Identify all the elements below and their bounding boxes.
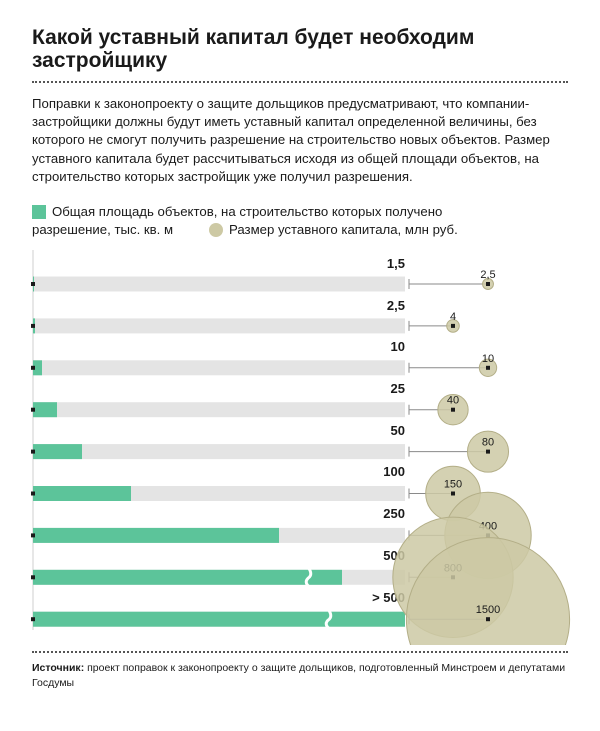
capital-label: 1500 xyxy=(476,604,500,616)
legend-area-swatch xyxy=(32,205,46,219)
category-label: 250 xyxy=(383,506,405,521)
legend-area-label-2: разрешение, тыс. кв. м xyxy=(32,222,174,237)
capital-label: 2,5 xyxy=(480,269,495,281)
bubble-center-dot xyxy=(486,365,490,370)
row-tick xyxy=(31,491,35,496)
title-divider xyxy=(32,81,568,83)
category-label: 100 xyxy=(383,464,405,479)
area-bar xyxy=(33,402,57,418)
area-bar xyxy=(33,444,82,460)
row-tick xyxy=(31,365,35,370)
row-tick xyxy=(31,617,35,622)
row-tick xyxy=(31,575,35,580)
capital-label: 10 xyxy=(482,353,494,365)
source-divider xyxy=(32,651,568,653)
bar-track xyxy=(33,360,405,376)
bubble-center-dot xyxy=(486,449,490,454)
chart-title: Какой уставный капитал будет необходим з… xyxy=(32,26,475,72)
row-tick xyxy=(31,282,35,286)
bar-track xyxy=(33,318,405,334)
category-label: 1,5 xyxy=(387,256,405,271)
source-text: проект поправок к законопроекту о защите… xyxy=(32,662,566,689)
row-tick xyxy=(31,407,35,412)
category-label: 50 xyxy=(391,423,405,438)
legend-capital-swatch xyxy=(209,223,223,237)
row-tick xyxy=(31,533,35,538)
bubble-center-dot xyxy=(451,407,455,412)
category-label: 2,5 xyxy=(387,298,405,313)
bar-track xyxy=(33,276,405,292)
area-bar xyxy=(33,611,405,627)
area-bar xyxy=(33,360,42,376)
area-bar xyxy=(33,486,131,501)
capital-label: 40 xyxy=(447,395,459,407)
bubble-center-dot xyxy=(486,617,490,622)
row-tick xyxy=(31,449,35,454)
capital-label: 150 xyxy=(444,479,462,491)
capital-label: 4 xyxy=(450,311,456,323)
axis-break-mark xyxy=(304,564,313,591)
source-note: Источник: проект поправок к законопроект… xyxy=(32,661,572,691)
category-label: 25 xyxy=(391,381,405,396)
row-tick xyxy=(31,323,35,328)
bar-track xyxy=(33,444,405,460)
bubble-center-dot xyxy=(451,323,455,328)
category-label: 10 xyxy=(391,339,405,354)
capital-bubble xyxy=(405,537,571,645)
legend-area-label-1: Общая площадь объектов, на строительство… xyxy=(52,204,443,219)
bubble-center-dot xyxy=(486,282,490,286)
bar-track xyxy=(33,402,405,418)
lead-paragraph: Поправки к законопроекту о защите дольщи… xyxy=(32,96,550,184)
legend-capital-label: Размер уставного капитала, млн руб. xyxy=(229,222,458,237)
area-bar xyxy=(33,527,279,543)
area-bar xyxy=(33,569,342,585)
capital-label: 80 xyxy=(482,437,494,449)
axis-break-mark xyxy=(324,606,333,632)
bubble-center-dot xyxy=(451,491,455,496)
source-label: Источник: xyxy=(32,662,85,674)
